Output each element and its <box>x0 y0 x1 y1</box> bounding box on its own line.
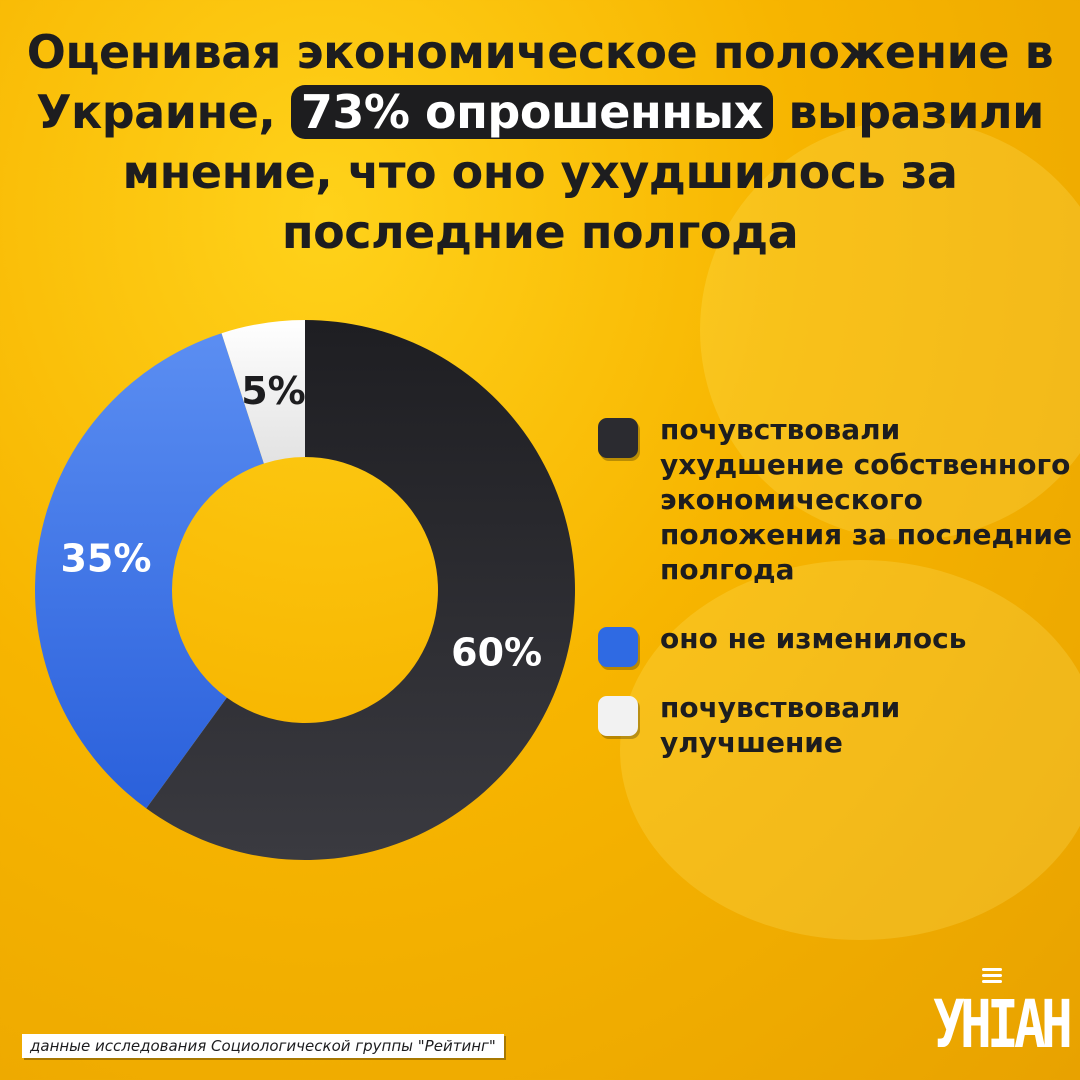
legend-label: почувствовали улучшение <box>660 691 901 759</box>
legend-swatch-dark <box>598 418 638 458</box>
slice-improved <box>221 320 305 464</box>
legend-label: оно не изменилось <box>660 622 967 655</box>
donut-chart: 60% 35% 5% <box>34 320 575 860</box>
legend-swatch-white <box>598 696 638 736</box>
logo-bars-icon <box>982 968 1002 986</box>
slice-worsened <box>146 320 575 860</box>
slice-unchanged <box>34 333 264 809</box>
legend-label: почувствовали ухудшение собственного эко… <box>660 413 1073 586</box>
source-note: данные исследования Социологической груп… <box>22 1034 504 1058</box>
legend-swatch-blue <box>598 627 638 667</box>
legend: почувствовали ухудшение собственного эко… <box>598 412 1078 794</box>
logo-wordmark: УНІАН <box>933 986 1073 1063</box>
legend-item-improved: почувствовали улучшение <box>598 690 1078 760</box>
legend-item-unchanged: оно не изменилось <box>598 621 1078 667</box>
legend-item-worsened: почувствовали ухудшение собственного эко… <box>598 412 1078 587</box>
slice-unchanged-label: 35% <box>60 536 151 580</box>
headline-tail: выразили мнение, что оно ухудшилось за п… <box>122 85 1045 259</box>
unian-logo: УНІАН <box>918 968 1073 1068</box>
headline-lead: Оценивая экономическое положение в Украи… <box>26 25 1054 139</box>
headline-highlight: 73% опрошенных <box>290 85 773 139</box>
slice-improved-label: 5% <box>241 369 306 413</box>
headline: Оценивая экономическое положение в Украи… <box>0 22 1080 262</box>
slice-worsened-label: 60% <box>451 630 542 674</box>
